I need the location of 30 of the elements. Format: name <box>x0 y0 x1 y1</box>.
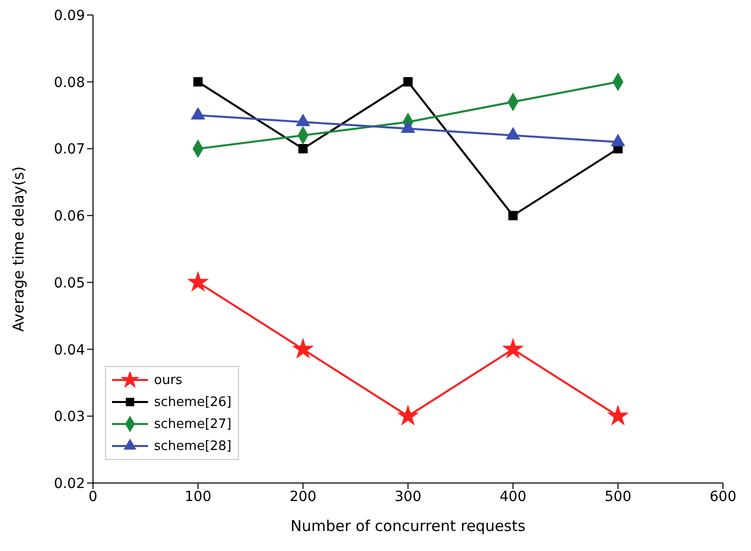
legend-label: scheme[28] <box>154 438 232 454</box>
point <box>503 338 523 358</box>
y-tick-label: 0.09 <box>54 8 85 24</box>
point <box>298 144 308 154</box>
y-tick-label: 0.06 <box>54 208 86 225</box>
x-tick-label: 400 <box>500 488 526 505</box>
y-axis-title: Average time delay(s) <box>9 166 28 332</box>
x-tick-label: 600 <box>710 488 736 505</box>
legend-label: scheme[27] <box>154 416 232 432</box>
y-tick-label: 0.03 <box>54 409 85 426</box>
point <box>398 406 418 425</box>
y-tick-label: 0.02 <box>54 476 85 492</box>
point <box>403 77 413 87</box>
x-tick-label: 0 <box>88 488 98 505</box>
x-tick-label: 300 <box>394 488 422 505</box>
y-tick-label: 0.08 <box>54 74 85 91</box>
y-tick-label: 0.05 <box>54 275 85 292</box>
legend-label: ours <box>154 372 182 388</box>
point <box>508 210 518 220</box>
point <box>188 272 208 291</box>
x-tick-label: 200 <box>290 488 316 505</box>
y-tick-label: 0.04 <box>54 342 86 358</box>
point <box>608 406 628 425</box>
x-tick-label: 500 <box>604 488 632 505</box>
x-axis-title: Number of concurrent requests <box>290 517 526 535</box>
point <box>193 77 203 87</box>
y-tick-label: 0.07 <box>54 142 85 158</box>
legend-label: scheme[26] <box>154 394 232 410</box>
point <box>293 338 313 358</box>
x-tick-label: 100 <box>184 488 212 505</box>
